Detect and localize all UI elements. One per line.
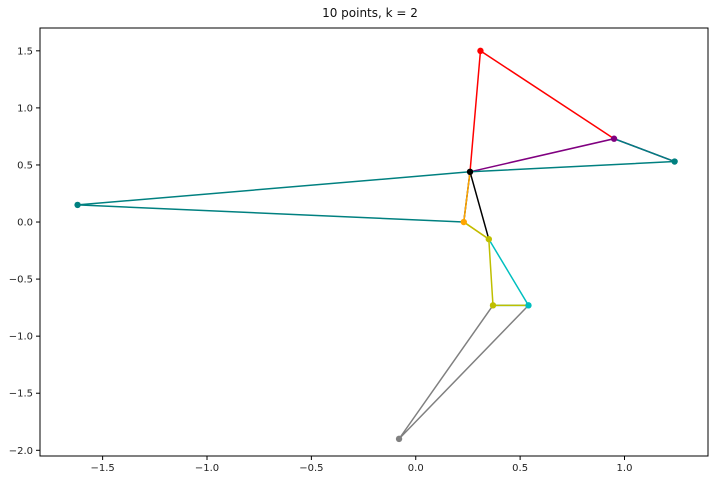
y-axis: 1.5 1.0 0.5 0.0 −0.5 −1.0 −1.5 −2.0 <box>9 46 40 457</box>
series-line-1 <box>469 49 615 172</box>
y-tick-label: −0.5 <box>9 275 33 286</box>
x-tick-label: −1.5 <box>90 463 114 474</box>
data-point-4 <box>466 168 474 176</box>
series-line-6 <box>462 171 490 240</box>
y-tick-label: 1.0 <box>17 103 33 114</box>
series-line-3 <box>469 138 675 173</box>
x-tick-label: 1.0 <box>617 463 633 474</box>
data-point-7 <box>485 235 493 243</box>
x-tick-label: 0.0 <box>408 463 424 474</box>
data-point-9 <box>525 302 532 309</box>
x-tick-label: 0.5 <box>512 463 528 474</box>
series-lines <box>77 49 675 440</box>
plot-frame <box>39 27 709 457</box>
x-tick-label: −1.0 <box>195 463 219 474</box>
data-point-10 <box>395 435 403 443</box>
data-point-5 <box>74 201 81 209</box>
y-tick-label: −1.5 <box>9 389 33 400</box>
series-line-4 <box>77 171 471 223</box>
x-tick-label: −0.5 <box>299 463 323 474</box>
x-axis: −1.5 −1.0 −0.5 0.0 0.5 1.0 <box>90 456 632 474</box>
series-line-5 <box>463 171 490 240</box>
series-line-8 <box>463 221 529 307</box>
data-point-2 <box>610 135 618 142</box>
data-points <box>74 47 678 443</box>
data-point-6 <box>460 218 467 226</box>
data-point-8 <box>489 302 497 309</box>
chart-title: 10 points, k = 2 <box>322 6 418 20</box>
data-point-3 <box>671 158 678 165</box>
data-point-1 <box>477 47 484 55</box>
y-tick-label: 0.0 <box>17 218 33 229</box>
series-line-7 <box>488 238 530 307</box>
y-tick-label: −1.0 <box>9 332 33 343</box>
y-tick-label: 0.5 <box>17 160 33 171</box>
series-line-9 <box>398 304 530 440</box>
y-tick-label: 1.5 <box>17 46 33 57</box>
y-tick-label: −2.0 <box>9 446 33 457</box>
